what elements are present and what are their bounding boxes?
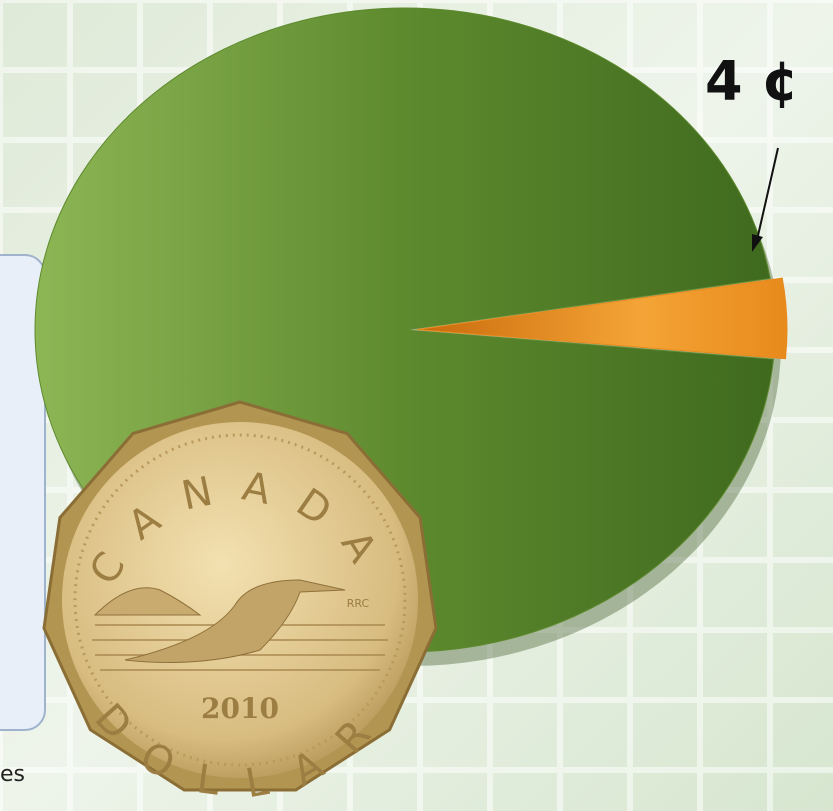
side-panel (0, 254, 46, 731)
coin-loon (124, 579, 346, 663)
coin-island (93, 587, 202, 616)
value-label: 4 ¢ (705, 50, 799, 113)
coin-year: 2010 (201, 692, 279, 725)
label-arrow (756, 147, 779, 241)
pie-slice (416, 277, 788, 360)
arrow-head (752, 234, 763, 252)
coin-mint-mark: RRC (347, 597, 370, 610)
fragment-text: es (0, 762, 25, 787)
coin-beads (73, 433, 407, 767)
